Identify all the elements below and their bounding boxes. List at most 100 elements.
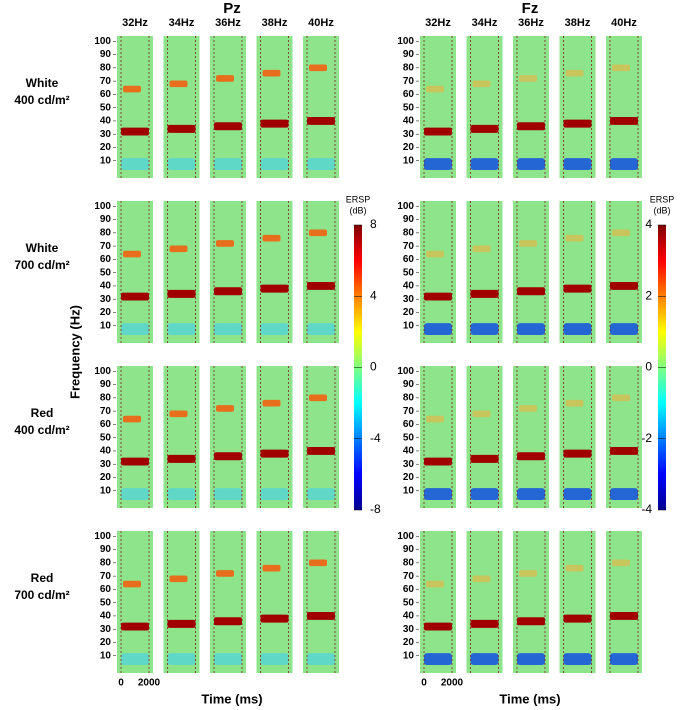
y-tick-label: 10 [100,320,112,331]
colorbar-label: (dB) [653,205,670,215]
ssvep-band [563,284,592,293]
ssvep-band [424,292,452,301]
colorbar-tick-label: 0 [370,360,377,374]
alpha-band [121,323,149,336]
panel [466,201,503,343]
alpha-band [424,323,452,336]
harmonic-band [216,405,234,412]
harmonic-band [472,575,491,583]
y-tick-label: 30 [403,294,415,305]
ssvep-band [307,281,335,290]
panel [163,531,200,673]
y-tick-label: 70 [403,571,415,582]
y-tick-label: 70 [403,406,415,417]
panel [303,531,339,673]
harmonic-band [169,410,188,418]
panel [256,36,293,178]
panel [256,201,293,343]
panel [256,531,293,673]
panel [559,36,596,178]
y-tick-label: 50 [403,102,415,113]
harmonic-band [309,559,327,567]
ssvep-band [424,457,452,466]
y-tick-label: 30 [403,624,415,635]
panel [606,531,642,673]
alpha-band [214,653,242,666]
group-title: Pz [223,0,241,17]
row-label: 400 cd/m² [14,93,69,107]
panel [210,531,246,673]
harmonic-band [472,410,491,418]
alpha-band [214,323,242,336]
y-tick-label: 40 [403,611,415,622]
y-tick-label: 40 [403,116,415,127]
harmonic-band [519,75,537,82]
y-tick-label: 70 [100,76,112,87]
y-tick-label: 40 [100,281,112,292]
y-tick-label: 30 [100,624,112,635]
panel [163,36,200,178]
alpha-band [563,158,592,171]
ssvep-band [121,622,149,631]
harmonic-band [519,240,537,247]
alpha-band [470,158,499,171]
alpha-band [260,653,289,666]
ssvep-band [517,122,545,131]
y-tick-label: 10 [403,650,415,661]
harmonic-band [169,245,188,253]
alpha-band [307,323,335,336]
panel [210,36,246,178]
y-tick-label: 50 [100,102,112,113]
y-tick-label: 60 [403,419,415,430]
alpha-band [167,653,196,666]
panel [117,36,153,178]
ssvep-band [307,611,335,620]
y-tick-label: 60 [100,89,112,100]
panel [559,366,596,508]
column-label: 36Hz [215,17,241,29]
alpha-band [563,488,592,501]
y-tick-label: 70 [100,241,112,252]
column-label: 32Hz [425,17,451,29]
harmonic-band [426,250,444,258]
ssvep-band [167,454,196,463]
panel [513,201,549,343]
panel [303,366,339,508]
x-axis-label: Time (ms) [499,691,560,706]
y-tick-label: 100 [397,366,414,377]
y-tick-label: 60 [100,254,112,265]
y-tick-label: 20 [403,637,415,648]
alpha-band [563,653,592,666]
alpha-band [260,158,289,171]
ssvep-band [563,119,592,128]
harmonic-band [169,575,188,583]
harmonic-band [426,580,444,588]
harmonic-band [472,80,491,88]
alpha-band [260,323,289,336]
ssvep-band [214,287,242,296]
alpha-band [517,323,545,336]
ssvep-band [424,127,452,136]
panel [210,366,246,508]
panel [163,366,200,508]
alpha-band [610,323,638,336]
y-tick-label: 30 [100,459,112,470]
alpha-band [260,488,289,501]
ssvep-band [517,617,545,626]
panel [420,531,456,673]
panel [420,366,456,508]
alpha-band [470,488,499,501]
ssvep-band [167,619,196,628]
column-label: 34Hz [472,17,498,29]
y-tick-label: 20 [100,142,112,153]
y-tick-label: 70 [100,571,112,582]
alpha-band [470,323,499,336]
y-tick-label: 60 [403,89,415,100]
ssvep-band [470,454,499,463]
column-label: 36Hz [518,17,544,29]
ssvep-band [517,287,545,296]
y-tick-label: 10 [403,485,415,496]
ssvep-band [470,619,499,628]
ssvep-band [214,122,242,131]
x-tick-label: 2000 [138,678,161,689]
